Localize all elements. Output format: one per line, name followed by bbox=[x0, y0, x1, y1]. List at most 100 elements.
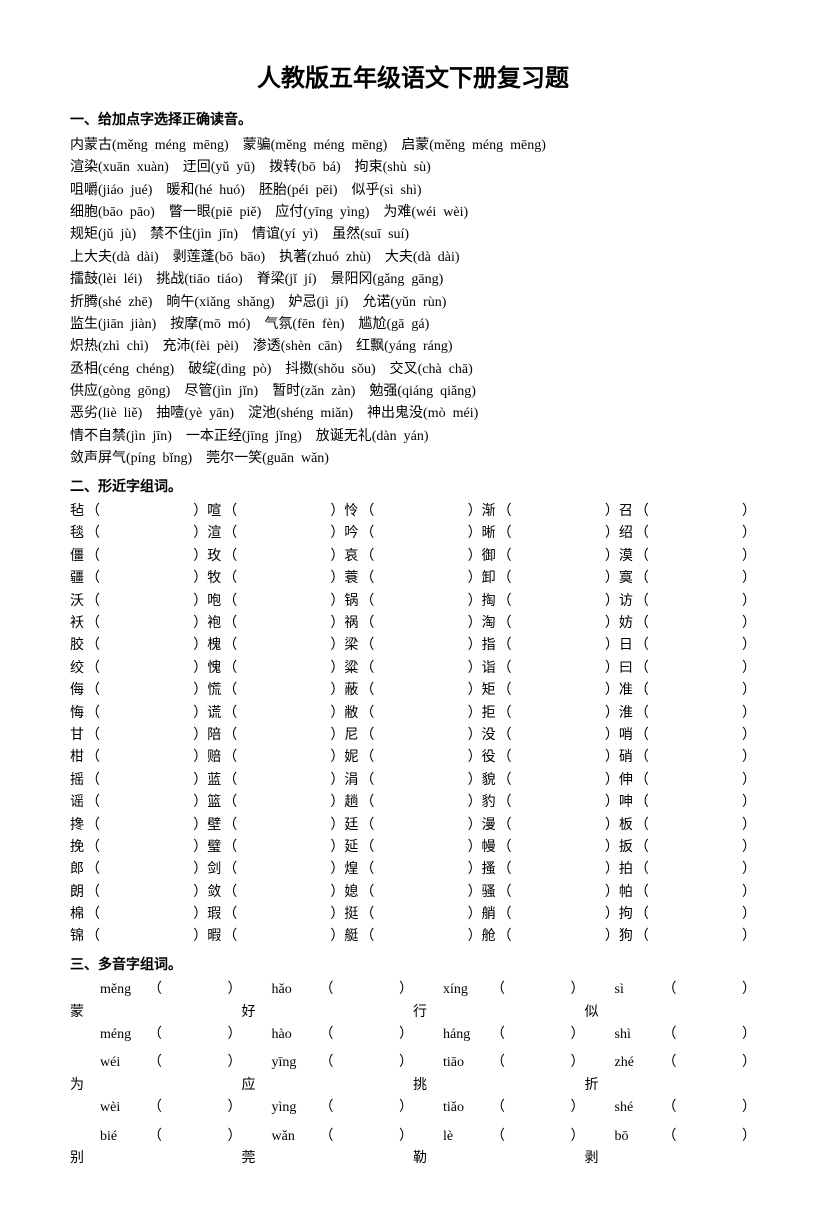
pinyin-row: wèi（）yìng（）tiǎo（）shé（） bbox=[70, 1097, 756, 1119]
paren-open: （ bbox=[360, 792, 374, 814]
paren-close: ） bbox=[742, 501, 756, 523]
paren-open: （ bbox=[635, 792, 649, 814]
hanzi-cell: 为 bbox=[70, 1075, 242, 1097]
paren-close: ） bbox=[468, 770, 482, 792]
hanzi: 慌 bbox=[207, 680, 223, 702]
blank bbox=[512, 882, 605, 904]
hanzi: 渐 bbox=[482, 501, 498, 523]
hanzi: 挺 bbox=[344, 904, 360, 926]
pinyin: shì bbox=[615, 1024, 663, 1046]
phonetic-line: 擂鼓(lèi léi) 挑战(tiāo tiáo) 脊梁(jǐ jí) 景阳冈(… bbox=[70, 269, 756, 291]
paren-close: ） bbox=[330, 837, 344, 859]
paren-close: ） bbox=[330, 703, 344, 725]
hanzi: 僵 bbox=[70, 546, 86, 568]
paren-close: ） bbox=[605, 904, 619, 926]
hanzi-cell: 剥 bbox=[585, 1148, 757, 1170]
blank bbox=[100, 658, 193, 680]
paren-open: （ bbox=[86, 815, 100, 837]
word-cell: 艇（） bbox=[344, 926, 481, 948]
paren-open: （ bbox=[635, 926, 649, 948]
paren-open: （ bbox=[360, 501, 374, 523]
paren-close: ） bbox=[193, 613, 207, 635]
paren-open: （ bbox=[223, 882, 237, 904]
hanzi: 柑 bbox=[70, 747, 86, 769]
paren-close: ） bbox=[742, 703, 756, 725]
pinyin-cell: měng（） bbox=[70, 979, 242, 1001]
pinyin: bié bbox=[100, 1126, 148, 1148]
pinyin-cell: shé（） bbox=[585, 1097, 757, 1119]
word-cell: 漫（） bbox=[482, 815, 619, 837]
word-row: 郎（）剑（）煌（）搔（）拍（） bbox=[70, 859, 756, 881]
word-cell: 槐（） bbox=[207, 635, 344, 657]
hanzi: 指 bbox=[482, 635, 498, 657]
blank bbox=[237, 725, 330, 747]
word-cell: 绍（） bbox=[619, 523, 756, 545]
hanzi: 瑕 bbox=[207, 904, 223, 926]
paren-open: （ bbox=[635, 613, 649, 635]
hanzi: 行 bbox=[413, 1002, 427, 1024]
hanzi: 艇 bbox=[344, 926, 360, 948]
paren-open: （ bbox=[223, 792, 237, 814]
paren-close: ） bbox=[605, 635, 619, 657]
paren-close: ） bbox=[330, 591, 344, 613]
word-cell: 硝（） bbox=[619, 747, 756, 769]
hanzi: 哨 bbox=[619, 725, 635, 747]
blank bbox=[512, 523, 605, 545]
blank bbox=[100, 501, 193, 523]
paren-open: （ bbox=[498, 859, 512, 881]
blank bbox=[100, 770, 193, 792]
pinyin-cell: méng（） bbox=[70, 1024, 242, 1046]
paren-open: （ bbox=[223, 501, 237, 523]
blank bbox=[237, 568, 330, 590]
word-cell: 吟（） bbox=[344, 523, 481, 545]
hanzi: 棉 bbox=[70, 904, 86, 926]
paren-open: （ bbox=[498, 792, 512, 814]
hanzi: 涓 bbox=[344, 770, 360, 792]
word-cell: 谎（） bbox=[207, 703, 344, 725]
hanzi: 扳 bbox=[619, 837, 635, 859]
paren-close: ） bbox=[193, 770, 207, 792]
hanzi: 挑 bbox=[413, 1075, 427, 1097]
paren-open: （ bbox=[223, 568, 237, 590]
hanzi: 甘 bbox=[70, 725, 86, 747]
word-row: 摇（）蓝（）涓（）貌（）伸（） bbox=[70, 770, 756, 792]
hanzi: 搔 bbox=[482, 859, 498, 881]
hanzi: 尼 bbox=[344, 725, 360, 747]
blank bbox=[374, 882, 467, 904]
word-cell: 祸（） bbox=[344, 613, 481, 635]
pinyin-row: wéi（）yīng（）tiāo（）zhé（） bbox=[70, 1052, 756, 1074]
paren-close: ） bbox=[193, 926, 207, 948]
hanzi: 敝 bbox=[344, 703, 360, 725]
paren-close: ） bbox=[742, 658, 756, 680]
word-cell: 诣（） bbox=[482, 658, 619, 680]
blank bbox=[649, 859, 742, 881]
paren-close: ） bbox=[193, 658, 207, 680]
paren-close: ） bbox=[742, 770, 756, 792]
paren-close: ） bbox=[605, 882, 619, 904]
hanzi-cell: 应 bbox=[242, 1075, 414, 1097]
paren-open: （ bbox=[635, 882, 649, 904]
paren-close: ） bbox=[605, 501, 619, 523]
paren-open: （ bbox=[360, 747, 374, 769]
hanzi: 卸 bbox=[482, 568, 498, 590]
word-row: 朗（）敛（）媳（）骚（）帕（） bbox=[70, 882, 756, 904]
paren-open: （ bbox=[223, 770, 237, 792]
word-cell: 呻（） bbox=[619, 792, 756, 814]
paren-close: ） bbox=[193, 703, 207, 725]
word-cell: 渲（） bbox=[207, 523, 344, 545]
hanzi: 好 bbox=[242, 1002, 256, 1024]
blank bbox=[649, 501, 742, 523]
paren-close: ） bbox=[330, 882, 344, 904]
phonetic-line: 丞相(céng chéng) 破绽(dìng pò) 抖擞(shǒu sǒu) … bbox=[70, 359, 756, 381]
hanzi-cell: 别 bbox=[70, 1148, 242, 1170]
paren-close: ） bbox=[742, 859, 756, 881]
hanzi: 祸 bbox=[344, 613, 360, 635]
paren-close: ） bbox=[193, 680, 207, 702]
paren-close: ） bbox=[468, 904, 482, 926]
word-row: 甘（）陪（）尼（）没（）哨（） bbox=[70, 725, 756, 747]
blank bbox=[649, 546, 742, 568]
hanzi: 蓝 bbox=[207, 770, 223, 792]
hanzi: 折 bbox=[585, 1075, 599, 1097]
word-row: 棉（）瑕（）挺（）艄（）拘（） bbox=[70, 904, 756, 926]
word-cell: 袄（） bbox=[70, 613, 207, 635]
